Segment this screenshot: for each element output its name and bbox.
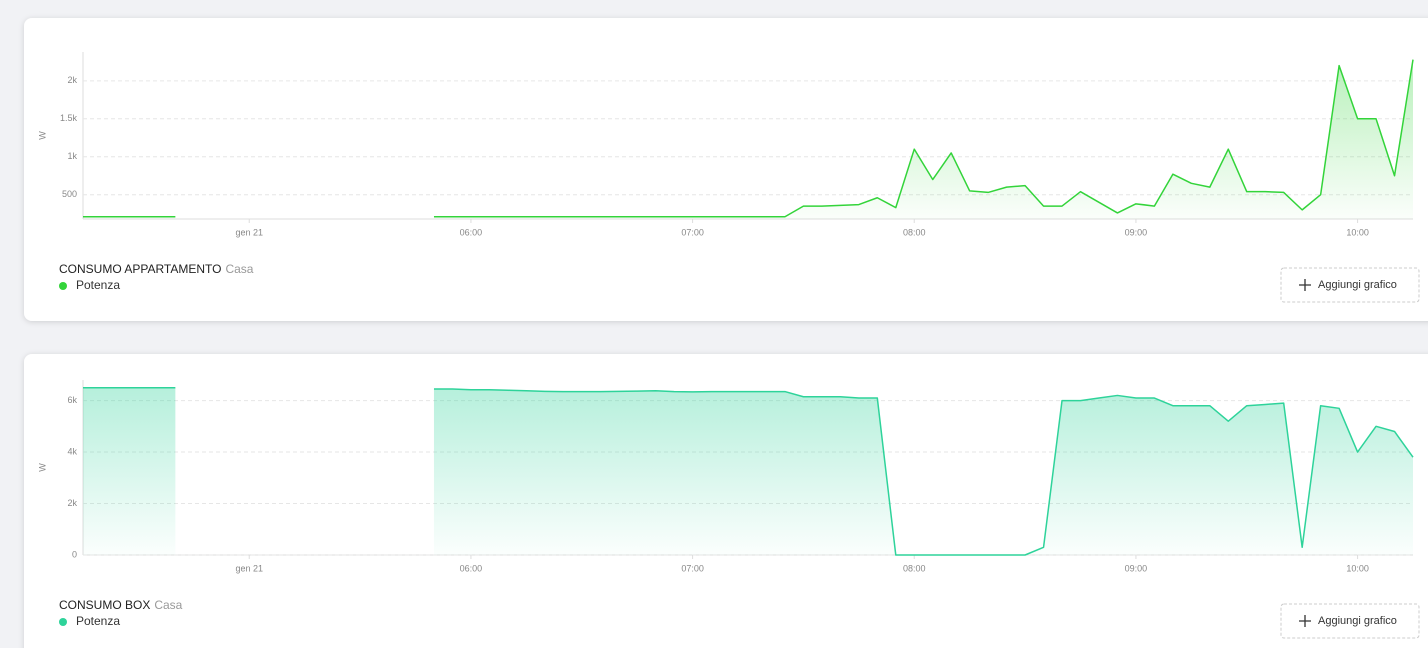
title: CONSUMO APPARTAMENTO <box>59 262 221 276</box>
y-tick-label: 2k <box>67 75 77 85</box>
legend-marker <box>59 282 67 290</box>
y-tick-label: 4k <box>67 446 77 456</box>
area <box>83 59 1413 219</box>
button-label[interactable]: Aggiungi grafico <box>1318 279 1397 291</box>
x-tick-label: 06:00 <box>460 563 483 573</box>
x-tick-label: 07:00 <box>681 563 704 573</box>
plus-icon[interactable] <box>1299 615 1311 627</box>
plus-icon[interactable] <box>1299 279 1311 291</box>
line <box>83 59 1414 218</box>
add-chart-button[interactable]: Aggiungi grafico <box>1280 603 1420 639</box>
x-tick-label: gen 21 <box>235 227 263 237</box>
add-chart-button[interactable]: Aggiungi grafico <box>1280 267 1420 303</box>
legend-label: Potenza <box>76 278 120 292</box>
subtitle: Casa <box>225 262 253 276</box>
title: CONSUMO BOX <box>59 598 150 612</box>
y-tick-label: 1.5k <box>60 113 78 123</box>
y-tick-label: 0 <box>72 549 77 559</box>
x-tick-label: 10:00 <box>1346 227 1369 237</box>
card-title: CONSUMO APPARTAMENTO Casa <box>59 262 254 276</box>
area <box>83 387 1413 555</box>
legend-label: Potenza <box>76 614 120 628</box>
x-tick-label: 09:00 <box>1125 227 1148 237</box>
x-tick-label: 06:00 <box>460 227 483 237</box>
y-tick-label: 1k <box>67 151 77 161</box>
y-tick-label: 6k <box>67 395 77 405</box>
button-box[interactable] <box>1280 267 1420 303</box>
button-label[interactable]: Aggiungi grafico <box>1318 615 1397 627</box>
card-title: CONSUMO BOX Casa <box>59 598 183 612</box>
button-box[interactable] <box>1280 603 1420 639</box>
y-axis-label: W <box>37 463 47 472</box>
x-tick-label: 09:00 <box>1125 563 1148 573</box>
y-tick-label: 500 <box>62 189 77 199</box>
subtitle: Casa <box>154 598 182 612</box>
card <box>24 18 1428 321</box>
y-tick-label: 2k <box>67 498 77 508</box>
x-tick-label: 07:00 <box>681 227 704 237</box>
x-tick-label: 10:00 <box>1346 563 1369 573</box>
y-axis-label: W <box>37 131 47 140</box>
x-tick-label: 08:00 <box>903 563 926 573</box>
x-tick-label: 08:00 <box>903 227 926 237</box>
line <box>83 386 1414 556</box>
legend-marker <box>59 618 67 626</box>
x-tick-label: gen 21 <box>235 563 263 573</box>
